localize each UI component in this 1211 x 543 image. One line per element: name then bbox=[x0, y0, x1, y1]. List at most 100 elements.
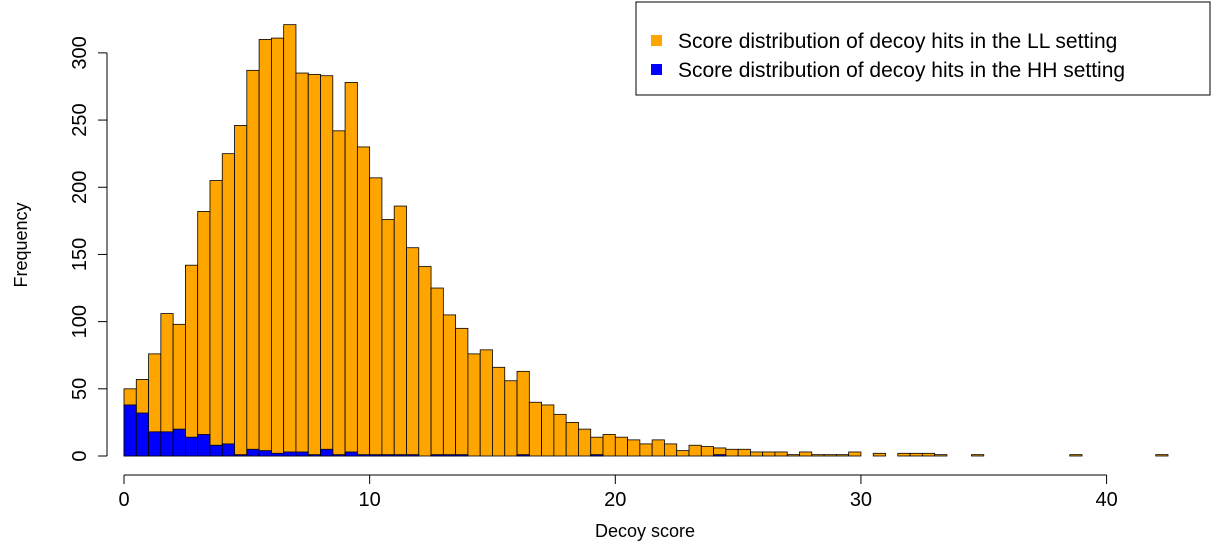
legend-box bbox=[635, 1, 1211, 96]
bar-ll bbox=[762, 451, 776, 457]
bar-hh bbox=[246, 448, 260, 457]
y-tick-label: 100 bbox=[69, 305, 91, 338]
bar-hh bbox=[332, 454, 346, 457]
bar-ll bbox=[234, 125, 248, 457]
bar-ll bbox=[185, 264, 199, 457]
bar-ll bbox=[565, 422, 579, 457]
bar-hh bbox=[197, 434, 211, 457]
bar-ll bbox=[442, 314, 457, 457]
bar-hh bbox=[123, 404, 137, 457]
bar-hh bbox=[430, 454, 444, 457]
x-axis-title: Decoy score bbox=[595, 521, 695, 541]
bar-hh bbox=[221, 443, 235, 457]
bar-hh bbox=[516, 454, 530, 457]
bar-ll bbox=[799, 451, 813, 457]
bar-ll bbox=[848, 451, 862, 457]
bar-ll bbox=[393, 205, 407, 457]
bar-ll bbox=[320, 75, 334, 457]
legend-label-ll: Score distribution of decoy hits in the … bbox=[678, 30, 1117, 53]
bar-ll bbox=[283, 24, 297, 457]
bar-ll bbox=[627, 439, 641, 457]
x-tick-label: 0 bbox=[118, 489, 129, 511]
bar-ll bbox=[688, 444, 702, 457]
bar-ll bbox=[1069, 454, 1083, 457]
bar-ll bbox=[430, 287, 444, 457]
bar-ll bbox=[332, 130, 346, 457]
bar-ll bbox=[270, 37, 285, 457]
ll-bars-group bbox=[123, 24, 1169, 457]
bar-ll bbox=[369, 177, 383, 457]
bar-ll bbox=[639, 443, 653, 457]
bar-ll bbox=[934, 454, 948, 457]
bar-hh bbox=[344, 451, 358, 457]
bar-ll bbox=[381, 219, 395, 457]
bar-ll bbox=[246, 69, 260, 457]
bar-hh bbox=[135, 412, 149, 457]
bar-ll bbox=[516, 370, 530, 457]
bar-ll bbox=[1155, 454, 1169, 457]
x-tick-label: 20 bbox=[604, 489, 626, 511]
bar-hh bbox=[209, 444, 223, 457]
bar-ll bbox=[418, 266, 432, 457]
bar-ll bbox=[725, 448, 739, 457]
y-tick-label: 200 bbox=[69, 171, 91, 204]
y-axis: 0 50 100 150 200 250 300 bbox=[69, 36, 108, 462]
bar-ll bbox=[971, 454, 985, 457]
bar-ll bbox=[774, 451, 788, 457]
x-tick-label: 40 bbox=[1095, 489, 1117, 511]
bar-hh bbox=[283, 451, 297, 457]
bar-ll bbox=[897, 452, 911, 457]
bar-ll bbox=[786, 454, 800, 457]
bar-hh bbox=[713, 454, 727, 457]
bar-hh bbox=[307, 454, 321, 457]
bar-ll bbox=[737, 448, 751, 457]
bar-ll bbox=[356, 146, 371, 457]
bar-hh bbox=[148, 431, 162, 457]
bar-ll bbox=[614, 436, 628, 457]
y-tick-label: 300 bbox=[69, 36, 91, 69]
bar-hh bbox=[442, 454, 457, 457]
bar-ll bbox=[406, 247, 420, 457]
bar-hh bbox=[320, 448, 334, 457]
bar-ll bbox=[528, 401, 542, 457]
bar-hh bbox=[295, 451, 309, 457]
bar-ll bbox=[307, 73, 321, 457]
legend-swatch-ll bbox=[651, 35, 662, 46]
legend: Score distribution of decoy hits in the … bbox=[635, 1, 1211, 96]
bar-ll bbox=[750, 451, 764, 457]
bar-ll bbox=[455, 327, 469, 457]
y-axis-title: Frequency bbox=[11, 202, 31, 287]
bar-ll bbox=[676, 450, 690, 457]
bar-ll bbox=[811, 454, 825, 457]
x-tick-label: 30 bbox=[850, 489, 872, 511]
bar-ll bbox=[664, 443, 678, 457]
bar-ll bbox=[295, 72, 309, 457]
bar-hh bbox=[234, 454, 248, 457]
bar-ll bbox=[909, 452, 923, 457]
hh-bars-group bbox=[123, 404, 727, 457]
bar-ll bbox=[872, 452, 886, 457]
bar-ll bbox=[651, 439, 665, 457]
bar-hh bbox=[172, 428, 186, 457]
bar-ll bbox=[553, 413, 567, 457]
x-axis: 0 10 20 30 40 bbox=[118, 474, 1118, 511]
bar-hh bbox=[356, 454, 371, 457]
y-tick-label: 250 bbox=[69, 103, 91, 136]
bar-ll bbox=[467, 353, 481, 457]
bar-hh bbox=[406, 454, 420, 457]
bar-ll bbox=[258, 39, 272, 457]
bar-ll bbox=[504, 380, 518, 457]
bar-hh bbox=[393, 454, 407, 457]
bar-ll bbox=[700, 446, 714, 457]
bar-ll bbox=[209, 180, 223, 457]
bar-hh bbox=[185, 436, 199, 457]
bar-ll bbox=[578, 428, 592, 457]
bar-ll bbox=[921, 452, 936, 457]
bar-hh bbox=[160, 431, 174, 457]
bar-ll bbox=[479, 349, 493, 457]
bar-ll bbox=[492, 366, 506, 457]
bar-ll bbox=[221, 153, 235, 457]
legend-label-hh: Score distribution of decoy hits in the … bbox=[678, 59, 1125, 82]
bar-hh bbox=[381, 454, 395, 457]
